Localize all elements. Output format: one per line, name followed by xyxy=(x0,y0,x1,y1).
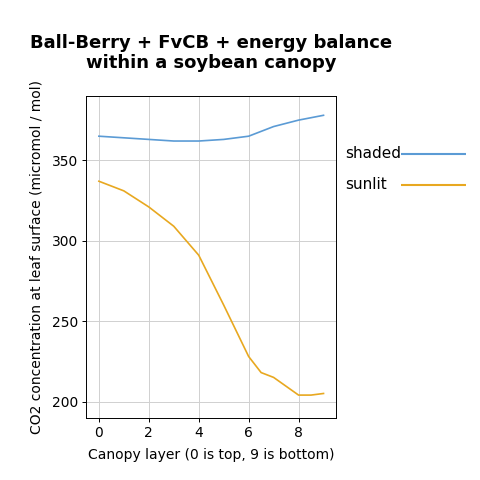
Line: shaded: shaded xyxy=(99,115,324,141)
sunlit xyxy=(258,370,264,375)
sunlit xyxy=(308,392,314,398)
sunlit xyxy=(246,354,252,360)
shaded xyxy=(296,117,301,123)
sunlit xyxy=(321,391,326,396)
sunlit xyxy=(271,374,276,380)
Text: shaded: shaded xyxy=(346,146,402,161)
X-axis label: Canopy layer (0 is top, 9 is bottom): Canopy layer (0 is top, 9 is bottom) xyxy=(88,448,335,462)
shaded xyxy=(271,124,276,130)
Line: sunlit: sunlit xyxy=(99,181,324,395)
shaded xyxy=(146,136,152,142)
sunlit xyxy=(296,392,301,398)
sunlit xyxy=(146,204,152,210)
shaded xyxy=(121,135,127,141)
shaded xyxy=(221,136,227,142)
sunlit xyxy=(196,252,202,258)
shaded xyxy=(96,133,102,139)
Y-axis label: CO2 concentration at leaf surface (micromol / mol): CO2 concentration at leaf surface (micro… xyxy=(29,80,44,434)
shaded xyxy=(246,133,252,139)
sunlit xyxy=(96,179,102,184)
shaded xyxy=(321,112,326,118)
sunlit xyxy=(171,223,177,229)
sunlit xyxy=(121,188,127,194)
Text: Ball-Berry + FvCB + energy balance
within a soybean canopy: Ball-Berry + FvCB + energy balance withi… xyxy=(30,34,392,72)
shaded xyxy=(171,138,177,144)
Text: sunlit: sunlit xyxy=(346,177,387,192)
shaded xyxy=(196,138,202,144)
sunlit xyxy=(221,302,227,308)
